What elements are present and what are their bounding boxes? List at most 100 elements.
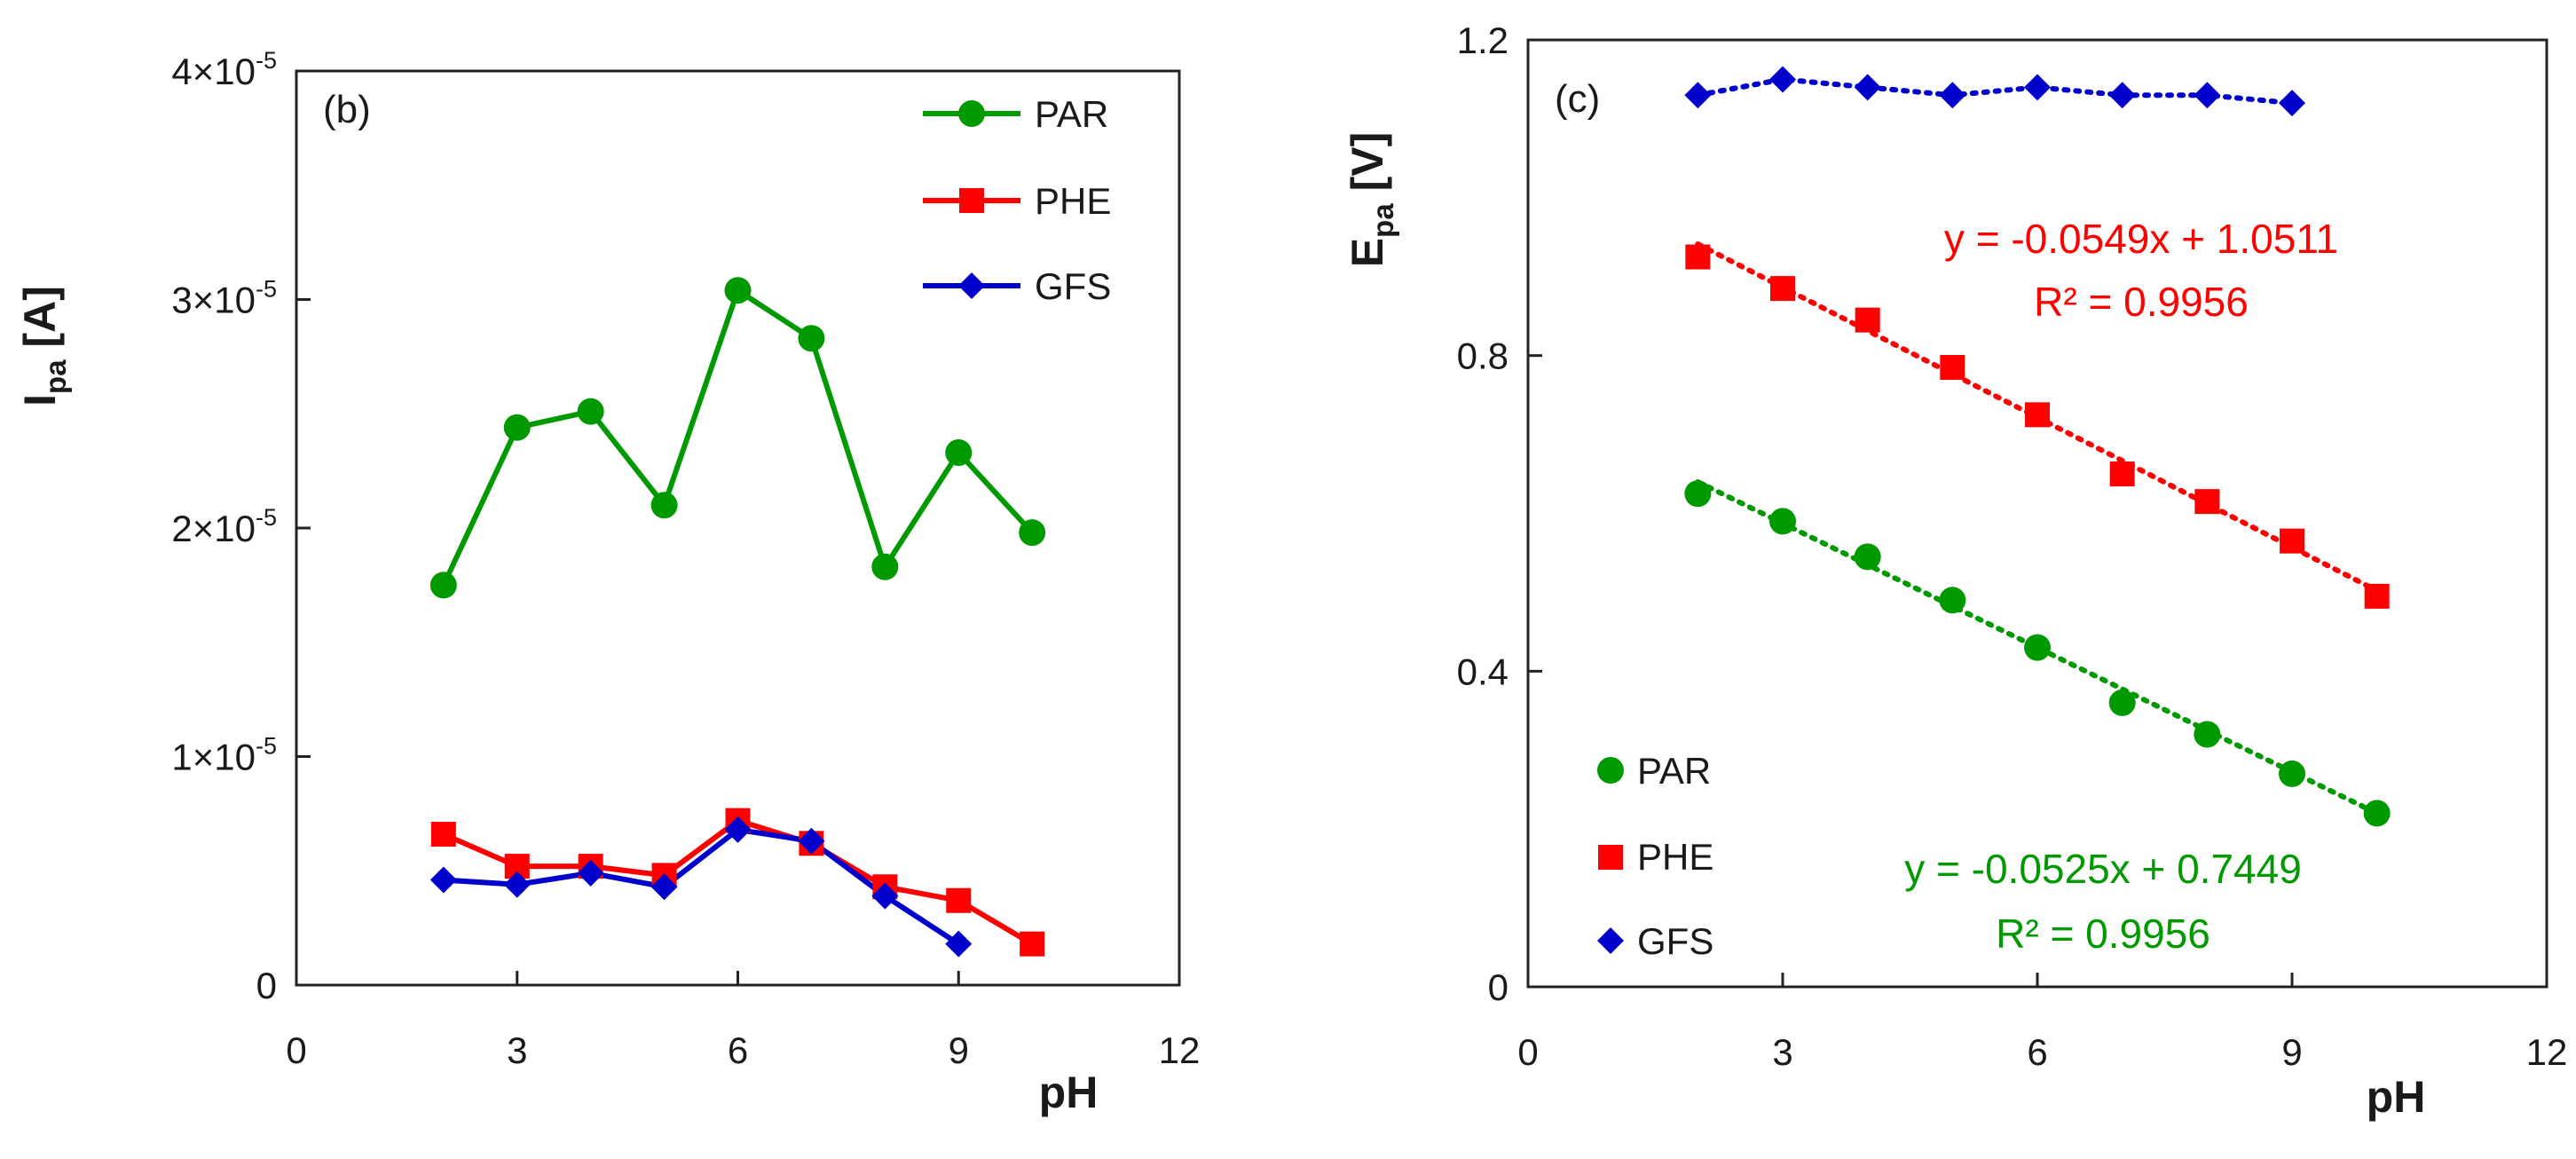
gfs-data-point [503, 871, 531, 898]
phe-data-point [1855, 307, 1880, 333]
c-y-tick-label: 0.4 [1457, 650, 1509, 692]
par-data-point [1939, 587, 1966, 614]
phe-data-point [2194, 489, 2220, 515]
par-equation: y = -0.0525x + 0.7449 [1904, 846, 2302, 892]
panel-c: 0 3 6 9 12 0 0.4 0.8 1.2 (c) Epa [V] pH y = -0.0… [1343, 20, 2567, 1122]
panel-c-x-axis-title: pH [2367, 1072, 2426, 1122]
gfs-data-point [2279, 90, 2305, 117]
gfs-data-point [945, 930, 973, 958]
gfs-data-point [724, 816, 752, 843]
panel-b: 0 3 6 9 12 0 1×10-5 2×10-5 3×10-5 4×10-5 (b) Ipa … [15, 47, 1200, 1117]
panel-b-ylabel-sub: pa [39, 359, 72, 394]
b-y-tick-label: 4×10-5 [171, 47, 277, 92]
legend-par-marker [958, 100, 985, 127]
phe-equation: y = -0.0549x + 1.0511 [1944, 216, 2338, 262]
par-series-line [441, 288, 1035, 587]
panel-c-y-axis-title: Epa [V] [1343, 132, 1399, 267]
legend-c-gfs-marker [1597, 927, 1624, 954]
b-x-tick-label: 6 [728, 1029, 748, 1071]
gfs-data-point [1854, 74, 1881, 101]
par-data-point [945, 439, 973, 467]
panel-b-y-axis-title: Ipa [A] [15, 286, 72, 406]
legend-c-gfs-label: GFS [1637, 920, 1713, 962]
par-trendline [1695, 479, 2380, 816]
par-r2: R² = 0.9956 [1996, 911, 2210, 957]
c-y-tick-label: 1.2 [1457, 20, 1509, 61]
panel-c-ylabel-sub: pa [1367, 203, 1399, 238]
legend-c-par-marker [1597, 757, 1624, 784]
c-y-tick-label: 0 [1488, 966, 1509, 1008]
gfs-data-point [650, 873, 678, 901]
phe-data-point [2025, 402, 2050, 428]
gfs-data-point [1684, 82, 1712, 109]
phe-r2: R² = 0.9956 [2034, 279, 2249, 325]
phe-data-point [2109, 461, 2135, 487]
panel-c-markers [1684, 66, 2391, 827]
panel-c-legend: PAR PHE GFS [1597, 750, 1713, 962]
panel-b-label: (b) [323, 88, 371, 131]
gfs-data-point [1939, 82, 1966, 109]
panel-c-ylabel-unit: [V] [1343, 132, 1392, 204]
panel-c-ticks: 0 3 6 9 12 0 0.4 0.8 1.2 [1457, 20, 2568, 1073]
c-x-tick-label: 9 [2281, 1031, 2302, 1073]
b-x-tick-label: 9 [949, 1029, 969, 1071]
panel-b-ylabel-main: I [15, 394, 65, 406]
legend-gfs-label: GFS [1035, 265, 1111, 307]
par-data-point [577, 398, 604, 425]
par-data-point [871, 553, 899, 580]
c-x-tick-label: 12 [2526, 1031, 2568, 1073]
phe-data-point [1020, 931, 1045, 957]
par-data-point [2363, 800, 2391, 827]
par-data-point [724, 277, 752, 304]
panel-b-series-lines [441, 288, 1035, 947]
gfs-data-point [2194, 82, 2221, 109]
legend-c-par-label: PAR [1637, 750, 1711, 792]
legend-c-phe-marker [1598, 845, 1623, 870]
phe-data-point [1685, 244, 1711, 270]
panel-b-ticks: 0 3 6 9 12 0 1×10-5 2×10-5 3×10-5 4×10-5 [171, 47, 1200, 1071]
gfs-data-point [429, 866, 457, 894]
par-data-point [798, 325, 825, 352]
b-x-tick-label: 0 [286, 1029, 306, 1071]
legend-phe-label: PHE [1035, 180, 1111, 222]
par-data-point [1019, 519, 1046, 547]
legend-phe-marker [959, 188, 984, 213]
gfs-data-point [2024, 74, 2051, 101]
par-data-point [429, 572, 457, 599]
phe-data-point [430, 822, 456, 848]
panel-c-label: (c) [1555, 77, 1600, 121]
b-y-tick-label: 1×10-5 [171, 733, 277, 778]
phe-data-point [946, 887, 972, 913]
b-x-tick-label: 3 [507, 1029, 527, 1071]
phe-data-point [2280, 528, 2304, 554]
panel-c-ylabel-main: E [1343, 238, 1392, 267]
c-x-tick-label: 3 [1772, 1031, 1792, 1073]
b-y-tick-label: 0 [256, 965, 277, 1006]
panel-b-x-axis-title: pH [1039, 1068, 1099, 1117]
c-x-tick-label: 6 [2027, 1031, 2047, 1073]
b-y-tick-label: 3×10-5 [171, 276, 277, 321]
par-data-point [2108, 689, 2136, 716]
gfs-data-point [871, 882, 899, 910]
c-x-tick-label: 0 [1517, 1031, 1538, 1073]
legend-c-phe-label: PHE [1637, 836, 1713, 878]
par-data-point [2279, 760, 2305, 787]
b-x-tick-label: 12 [1159, 1029, 1201, 1071]
par-data-point [1684, 480, 1712, 508]
legend-par-label: PAR [1035, 93, 1108, 135]
phe-data-point [1940, 355, 1965, 381]
par-data-point [2194, 721, 2221, 748]
par-data-point [1769, 508, 1796, 535]
gfs-data-point [1769, 66, 1796, 93]
panel-b-legend: PAR PHE GFS [923, 93, 1111, 307]
c-y-tick-label: 0.8 [1457, 335, 1509, 377]
b-y-tick-label: 2×10-5 [171, 504, 277, 549]
panel-b-markers [429, 277, 1046, 958]
phe-data-point [1770, 276, 1795, 302]
gfs-dotted-line [1695, 76, 2295, 106]
par-data-point [503, 414, 531, 441]
panel-c-trendlines [1695, 76, 2380, 816]
gfs-data-point [2108, 82, 2136, 109]
par-data-point [1854, 543, 1881, 571]
